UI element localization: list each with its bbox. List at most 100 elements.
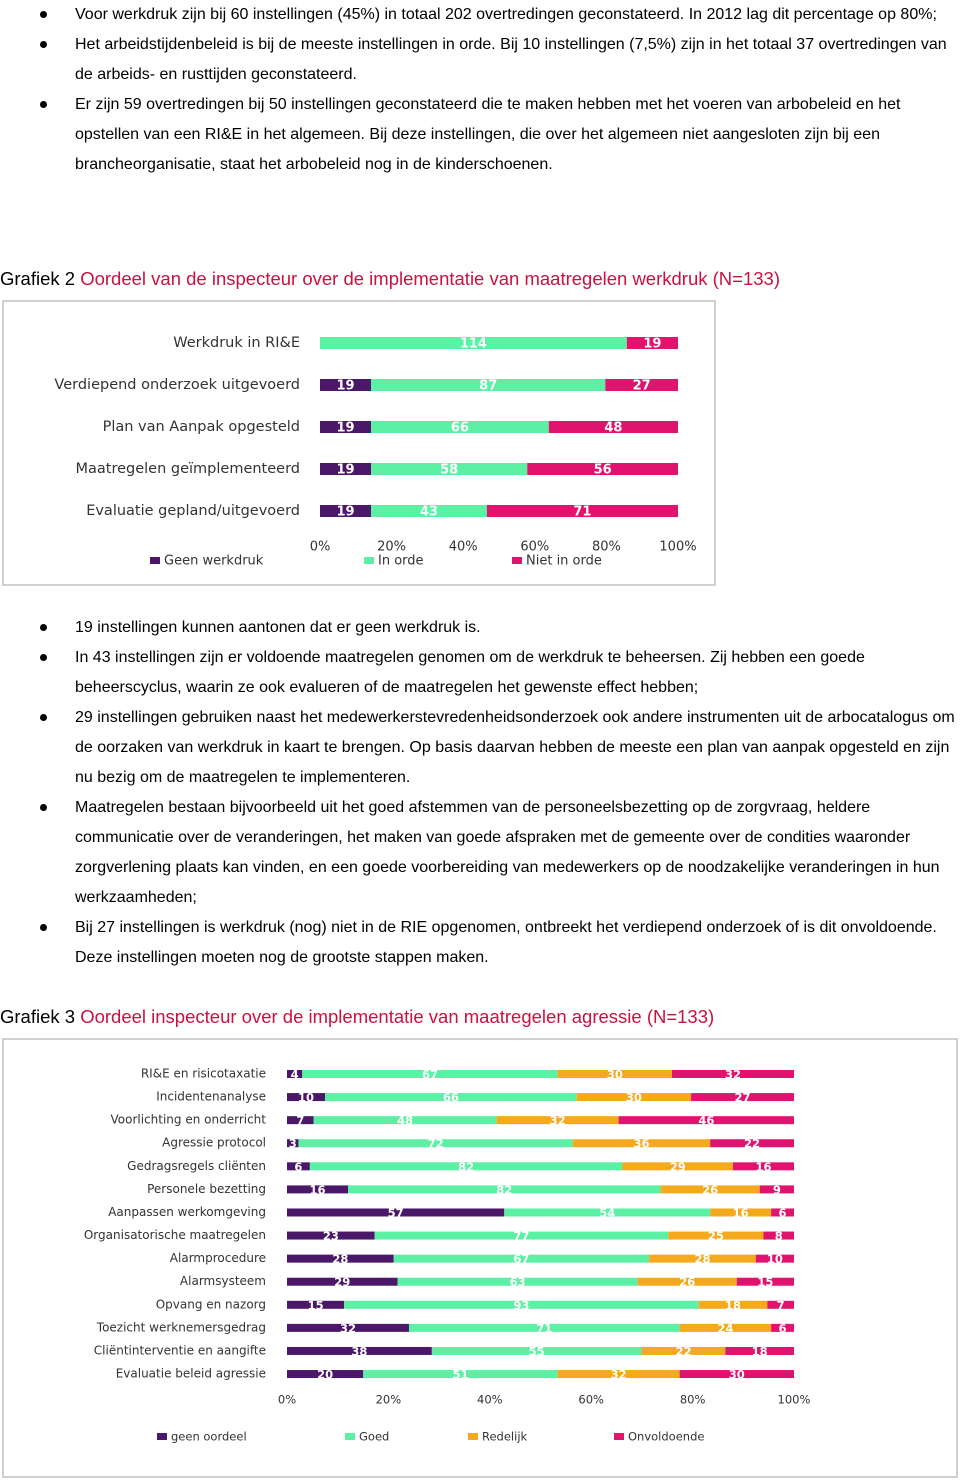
data-label: 26 <box>702 1183 718 1197</box>
bar-segment <box>287 1185 348 1194</box>
data-label: 16 <box>309 1183 325 1197</box>
bar-segment <box>320 337 627 349</box>
heading: Grafiek 2 Oordeel van de inspecteur over… <box>0 268 780 290</box>
bar-segment <box>287 1346 432 1355</box>
data-label: 48 <box>604 421 622 436</box>
bar-segment <box>710 1208 772 1217</box>
bar-segment <box>371 379 606 391</box>
chart: 0%20%40%60%80%100%Werkdruk in RI&E011419… <box>54 335 696 569</box>
data-label: 71 <box>536 1321 552 1335</box>
data-label: 6 <box>779 1321 787 1335</box>
data-label: 26 <box>679 1275 695 1289</box>
data-label: 54 <box>599 1206 615 1220</box>
category-label: Evaluatie beleid agressie <box>116 1367 266 1381</box>
bar-segment <box>287 1070 303 1078</box>
data-label: 4 <box>291 1068 299 1082</box>
bar-segment <box>698 1300 768 1309</box>
category-label: Aanpassen werkomgeving <box>108 1205 266 1219</box>
category-label: Werkdruk in RI&E <box>173 335 300 351</box>
data-label: 43 <box>420 505 438 520</box>
data-label: 10 <box>298 1091 314 1105</box>
x-tick-label: 100% <box>659 540 696 555</box>
data-label: 28 <box>332 1252 348 1266</box>
bullet: Maatregelen bestaan bijvoorbeeld uit het… <box>0 793 960 913</box>
bar-segment <box>771 1208 794 1217</box>
bar-segment <box>725 1346 794 1355</box>
data-label: 15 <box>308 1298 324 1312</box>
data-label: 8 <box>775 1229 783 1243</box>
category-label: Alarmsysteem <box>180 1274 266 1288</box>
chart-frame: 0% 20% 40% 60% 80% 100% RI&E en risicotaxatie 4… <box>2 1038 958 1478</box>
bar-segment <box>622 1162 734 1171</box>
bullet: 19 instellingen kunnen aantonen dat er g… <box>0 613 960 643</box>
heading-text: Oordeel inspecteur over de implementatie… <box>80 1006 715 1027</box>
bar-segment <box>408 1323 680 1332</box>
bar-segment <box>287 1254 394 1263</box>
data-label: 67 <box>513 1252 529 1266</box>
x-tick-label: 80% <box>680 1393 706 1407</box>
x-tick-label: 40% <box>477 1393 503 1407</box>
bar-segment <box>287 1162 310 1171</box>
heading: Grafiek 3 Oordeel inspecteur over de imp… <box>0 1006 714 1028</box>
bar-segment <box>767 1300 794 1309</box>
bar-segment <box>771 1323 794 1332</box>
x-tick-label: 0% <box>278 1393 296 1407</box>
data-label: 18 <box>725 1298 741 1312</box>
bullet: Voor werkdruk zijn bij 60 instellingen (… <box>0 0 960 30</box>
x-tick-label: 100% <box>778 1393 811 1407</box>
category-label: RI&E en risicotaxatie <box>141 1067 266 1081</box>
data-label: 30 <box>729 1368 745 1382</box>
bar-segment <box>287 1231 375 1240</box>
data-label: 6 <box>294 1160 302 1174</box>
bar-segment <box>557 1070 673 1078</box>
data-label: 9 <box>773 1183 781 1197</box>
bar-segment <box>637 1277 737 1286</box>
data-label: 82 <box>458 1160 474 1174</box>
x-tick-label: 0% <box>310 540 331 555</box>
data-label: 82 <box>496 1183 512 1197</box>
legend-label: geen oordeel <box>171 1430 247 1444</box>
x-tick-label: 20% <box>376 1393 402 1407</box>
data-label: 71 <box>573 505 591 520</box>
bar-segment <box>287 1277 398 1286</box>
bar-segment <box>576 1093 692 1102</box>
heading-number: Grafiek 2 <box>0 268 76 289</box>
category-label: Opvang en nazorg <box>156 1297 266 1311</box>
bar-segment <box>641 1346 726 1355</box>
bullet-list: 19 instellingen kunnen aantonen dat er g… <box>0 613 960 973</box>
data-label: 66 <box>451 421 469 436</box>
bar-segment <box>287 1093 326 1102</box>
bullet: Het arbeidstijdenbeleid is bij de meeste… <box>0 30 960 90</box>
bar-segment <box>344 1300 699 1309</box>
legend-label: Geen werkdruk <box>164 554 264 569</box>
legend-label: Goed <box>359 1430 389 1444</box>
legend-swatch <box>468 1433 478 1440</box>
legend-label: In orde <box>378 554 424 569</box>
chart-frame: 0%20%40%60%80%100%Werkdruk in RI&E011419… <box>2 300 716 586</box>
bullet: In 43 instellingen zijn er voldoende maa… <box>0 643 960 703</box>
legend-swatch <box>512 557 522 564</box>
data-label: 18 <box>752 1344 768 1358</box>
bar-segment <box>371 463 528 475</box>
bar-segment <box>759 1185 794 1194</box>
category-label: Maatregelen geïmplementeerd <box>75 461 300 477</box>
bar-segment <box>287 1323 409 1332</box>
bar-segment <box>397 1277 638 1286</box>
legend-label: Redelijk <box>482 1430 528 1444</box>
bar-segment <box>710 1139 794 1148</box>
data-label: 32 <box>340 1321 356 1335</box>
x-tick-label: 60% <box>520 540 549 555</box>
data-label: 24 <box>717 1321 733 1335</box>
bar-segment <box>363 1370 558 1379</box>
bar-segment <box>733 1162 794 1171</box>
category-label: Verdiepend onderzoek uitgevoerd <box>54 377 300 393</box>
data-label: 19 <box>337 421 355 436</box>
bar-segment <box>527 463 678 475</box>
bar-segment <box>320 505 372 517</box>
bar-segment <box>763 1231 794 1240</box>
data-label: 30 <box>607 1068 623 1082</box>
category-label: Toezicht werknemersgedrag <box>96 1320 266 1334</box>
category-label: Incidentenanalyse <box>156 1090 266 1104</box>
data-label: 36 <box>634 1137 650 1151</box>
data-label: 22 <box>744 1137 760 1151</box>
